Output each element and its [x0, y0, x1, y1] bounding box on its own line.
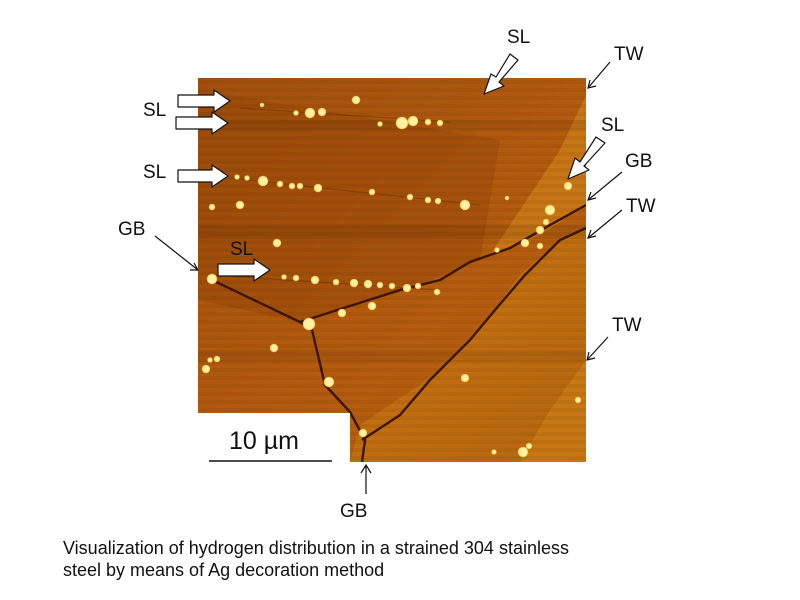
ag-particle: [313, 183, 323, 193]
tw-label-top: TW: [614, 44, 644, 65]
ag-particle: [302, 317, 316, 331]
ag-particle: [414, 282, 422, 290]
tw-arrow-2: [587, 209, 623, 239]
ag-particle: [257, 175, 269, 187]
ag-particle: [407, 115, 419, 127]
ag-particle: [491, 449, 497, 455]
scale-bar-label: 10 µm: [229, 427, 299, 455]
ag-particle: [368, 188, 376, 196]
ag-particle: [358, 428, 368, 438]
ag-particle: [259, 102, 265, 108]
gb-label-bottom: GB: [340, 501, 368, 522]
ag-particle: [304, 107, 316, 119]
tw-label-mid: TW: [626, 196, 656, 217]
figure-caption: Visualization of hydrogen distribution i…: [63, 537, 783, 581]
ag-particle: [504, 195, 510, 201]
ag-particle: [395, 116, 409, 130]
ag-particle: [388, 282, 396, 290]
tw-arrow-3: [586, 336, 609, 361]
ag-particle: [337, 308, 347, 318]
sl-arrow-3: [177, 164, 229, 188]
afm-micrograph: [198, 78, 586, 462]
tw-arrow-1: [587, 61, 611, 89]
tw-label-low: TW: [612, 315, 642, 336]
ag-particle: [424, 118, 432, 126]
ag-particle: [424, 196, 432, 204]
ag-particle: [201, 364, 211, 374]
ag-particle: [517, 446, 529, 458]
ag-particle: [367, 301, 377, 311]
caption-line-1: Visualization of hydrogen distribution i…: [63, 538, 569, 558]
ag-particle: [459, 199, 471, 211]
ag-particle: [574, 396, 582, 404]
ag-particle: [293, 110, 299, 116]
ag-particle: [433, 288, 441, 296]
ag-particle: [544, 204, 556, 216]
ag-particle: [244, 175, 250, 181]
ag-particle: [525, 442, 533, 450]
ag-particle: [281, 274, 287, 280]
ag-particle: [536, 242, 544, 250]
ag-particle: [317, 107, 327, 117]
gb-label-left: GB: [118, 219, 146, 240]
sl-label-left-1: SL: [143, 100, 167, 121]
sl-label-inner: SL: [230, 239, 254, 260]
ag-particle: [402, 283, 412, 293]
ag-particle: [363, 279, 373, 289]
ag-particle: [292, 274, 300, 282]
ag-particle: [213, 355, 221, 363]
sl-arrow-2: [175, 111, 229, 135]
ag-particles: [201, 95, 582, 458]
sl-arrow-4: [217, 258, 271, 282]
ag-particle: [234, 174, 240, 180]
gb-arrow-left: [154, 235, 199, 271]
ag-particle: [376, 281, 384, 289]
sl-arrow-1: [177, 89, 231, 113]
sl-label-top: SL: [507, 27, 531, 48]
ag-particle: [406, 193, 414, 201]
ag-particle: [460, 373, 470, 383]
ag-particle: [377, 121, 383, 127]
ag-particle: [535, 225, 545, 235]
sl-arrow-right: [567, 136, 606, 180]
ag-particle: [520, 238, 530, 248]
ag-particle: [276, 180, 284, 188]
ag-particle: [351, 95, 361, 105]
ag-particle: [436, 119, 444, 127]
ag-particle: [310, 275, 320, 285]
ag-particle: [349, 278, 359, 288]
ag-particle: [288, 182, 296, 190]
gb-arrow-right: [587, 171, 623, 201]
caption-line-2: steel by means of Ag decoration method: [63, 560, 385, 580]
ag-particle: [434, 197, 442, 205]
ag-particle: [208, 203, 216, 211]
ag-particle: [296, 182, 304, 190]
ag-particle: [563, 181, 573, 191]
ag-particle: [235, 200, 245, 210]
sl-label-right: SL: [601, 115, 625, 136]
sl-label-left-2: SL: [143, 162, 167, 183]
ag-particle: [332, 278, 340, 286]
ag-particle: [269, 343, 279, 353]
ag-particle: [542, 218, 550, 226]
ag-particle: [323, 376, 335, 388]
ag-particle: [206, 273, 218, 285]
ag-particle: [494, 247, 500, 253]
ag-particle: [207, 357, 213, 363]
gb-label-right: GB: [625, 151, 653, 172]
sl-arrow-top: [483, 53, 519, 95]
ag-particle: [272, 238, 282, 248]
